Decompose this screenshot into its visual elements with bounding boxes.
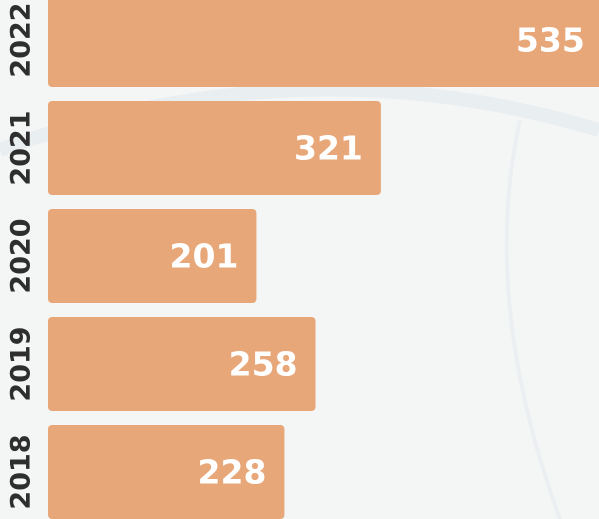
value-label: 321 [294, 129, 363, 168]
value-label: 228 [198, 453, 267, 492]
value-label: 258 [229, 345, 298, 384]
bar [48, 101, 381, 195]
decor-curve [504, 119, 562, 519]
bar [48, 0, 599, 87]
y-tick-label: 2022 [6, 2, 37, 77]
y-tick-label: 2020 [6, 218, 37, 293]
y-tick-label: 2018 [6, 434, 37, 509]
value-label: 201 [170, 237, 239, 276]
bar [48, 425, 285, 519]
value-label: 535 [516, 21, 585, 60]
bar [48, 317, 316, 411]
y-tick-label: 2021 [6, 110, 37, 185]
bar [48, 209, 257, 303]
y-tick-label: 2019 [6, 326, 37, 401]
